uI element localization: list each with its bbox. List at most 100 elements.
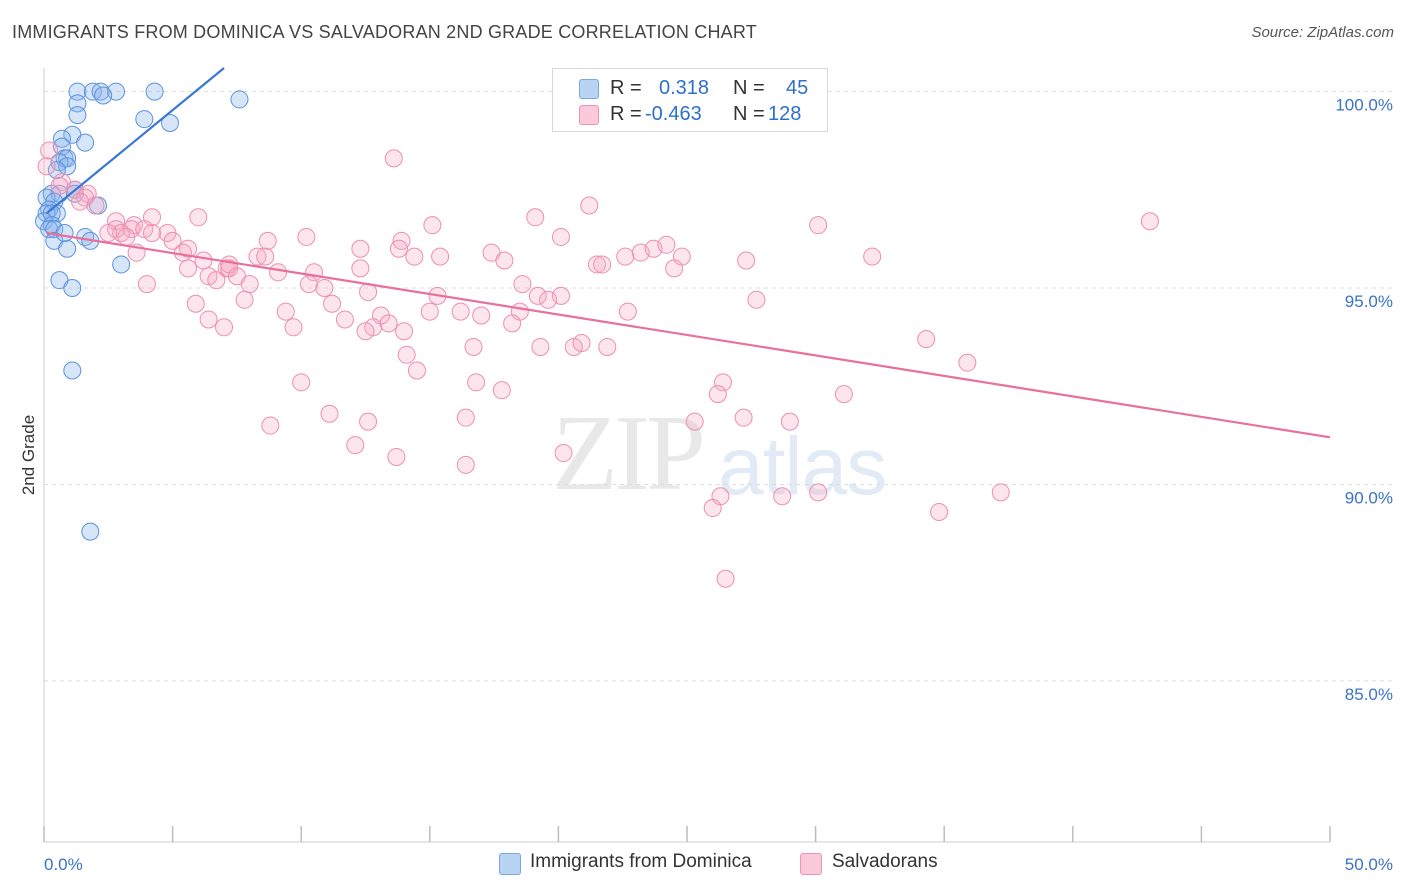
salvadoran-point [189,208,208,227]
salvadoran-point [240,275,259,294]
salvadoran-point [351,259,370,278]
salvadoran-point [269,263,288,282]
salvadoran-point [492,381,511,400]
legend-swatch-blue [579,79,599,99]
salvadoran-point [423,216,442,235]
salvadoran-point [734,408,753,427]
salvadoran-point [526,208,545,227]
legend-r-value: 0.318 [659,77,710,99]
salvadoran-point [256,247,275,266]
dominica-point [112,255,131,274]
salvadoran-point [580,196,599,215]
salvadoran-point [930,502,949,521]
salvadoran-point [397,345,416,364]
salvadoran-point [773,487,792,506]
dominica-point [63,361,82,380]
salvadoran-point [276,302,295,321]
legend-n-value: 128 [768,103,802,125]
salvadoran-point [220,259,239,278]
salvadoran-point [163,231,182,250]
salvadoran-point [809,216,828,235]
salvadoran-point [179,259,198,278]
correlation-legend: R = 0.318 N = 45 R = -0.463 N = 128 [552,68,828,132]
dominica-point [161,114,180,133]
salvadoran-point [657,235,676,254]
salvadoran-point [616,247,635,266]
watermark-atlas: atlas [718,421,887,512]
y-axis-title: 2nd Grade [19,415,38,495]
dominica-point [58,239,77,258]
legend-row-dominica: R = 0.318 N = 45 [553,75,827,101]
salvadoran-point [389,239,408,258]
salvadoran-point [572,334,591,353]
salvadoran-point [528,286,547,305]
dominica-point [83,82,102,101]
source-label: Source: ZipAtlas.com [1251,24,1394,41]
salvadoran-point [186,294,205,313]
dominica-trend-line [45,67,225,215]
salvadoran-point [451,302,470,321]
salvadoran-point [384,149,403,168]
salvadoran-point [1140,212,1159,231]
bottom-legend-salvadorans: Salvadorans [832,851,938,872]
salvadoran-point [554,444,573,463]
dominica-point [47,161,66,180]
salvadoran-point [117,227,136,246]
y-tick-label: 100.0% [1335,96,1393,115]
dominica-point [145,82,164,101]
salvadoran-point [71,192,90,211]
bottom-legend-swatch-blue [499,853,521,875]
salvadoran-point [261,416,280,435]
salvadoran-point [379,314,398,333]
salvadoran-point [531,337,550,356]
salvadoran-point [284,318,303,337]
salvadoran-point [513,275,532,294]
dominica-point [81,522,100,541]
salvadoran-point [685,412,704,431]
dominica-point [135,110,154,129]
salvadoran-point [464,337,483,356]
salvadoran-point [297,227,316,246]
dominica-point [94,86,113,105]
watermark-zip: ZIP [552,394,706,513]
salvadoran-point [37,157,56,176]
salvadoran-point [143,224,162,243]
salvadoran-point [346,436,365,455]
salvadoran-point [863,247,882,266]
legend-row-salvadorans: R = -0.463 N = 128 [553,101,827,127]
legend-n-label: N = [733,77,765,99]
salvadoran-point [258,231,277,250]
salvadoran-point [587,255,606,274]
salvadoran-point [593,255,612,274]
salvadoran-point [958,353,977,372]
tick-labels: 100.0% 95.0% 90.0% 85.0% 0.0% 50.0% [44,96,1393,874]
salvadoran-point [714,373,733,392]
salvadoran-point [194,251,213,270]
chart-title: IMMIGRANTS FROM DOMINICA VS SALVADORAN 2… [12,22,757,42]
salvadoran-point [215,318,234,337]
salvadoran-point [137,275,156,294]
bottom-legend-dominica: Immigrants from Dominica [530,851,752,872]
dominica-point [68,106,87,125]
salvadoran-point [99,224,118,243]
salvadoran-point [737,251,756,270]
salvadoran-point [405,247,424,266]
y-tick-label: 95.0% [1345,292,1393,311]
legend-swatch-pink [579,105,599,125]
salvadoran-point [456,408,475,427]
salvadoran-point [495,251,514,270]
salvadoran-point [315,279,334,298]
salvadoran-point [467,373,486,392]
dominica-point [53,129,72,148]
salvadoran-point [235,290,254,309]
salvadoran-point [551,227,570,246]
salvadoran-point [407,361,426,380]
x-tick-label: 50.0% [1345,855,1393,874]
salvadoran-point [207,271,226,290]
salvadoran-point [618,302,637,321]
dominica-point [55,224,74,243]
legend-n-label: N = [733,103,765,125]
salvadoran-point [351,239,370,258]
salvadoran-point [356,322,375,341]
